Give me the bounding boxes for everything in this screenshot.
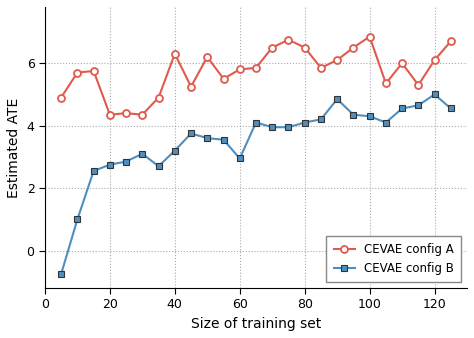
CEVAE config B bbox=[253, 120, 259, 124]
Y-axis label: Estimated ATE: Estimated ATE bbox=[7, 97, 21, 198]
Line: CEVAE config B: CEVAE config B bbox=[58, 91, 454, 277]
CEVAE config A bbox=[204, 55, 210, 59]
CEVAE config B bbox=[172, 149, 178, 153]
CEVAE config A bbox=[416, 83, 421, 87]
CEVAE config B bbox=[448, 106, 454, 111]
CEVAE config A bbox=[448, 39, 454, 43]
CEVAE config B bbox=[399, 106, 405, 111]
CEVAE config B bbox=[139, 152, 145, 156]
CEVAE config B bbox=[123, 160, 129, 164]
CEVAE config B bbox=[351, 113, 356, 117]
CEVAE config B bbox=[286, 125, 292, 129]
CEVAE config A bbox=[334, 58, 340, 62]
CEVAE config A bbox=[399, 61, 405, 65]
CEVAE config A bbox=[253, 66, 259, 70]
Line: CEVAE config A: CEVAE config A bbox=[58, 33, 454, 118]
CEVAE config A bbox=[221, 77, 227, 81]
CEVAE config B bbox=[156, 164, 162, 168]
CEVAE config A bbox=[107, 113, 113, 117]
CEVAE config B bbox=[432, 92, 438, 96]
CEVAE config B bbox=[58, 272, 64, 276]
CEVAE config A bbox=[91, 69, 97, 73]
CEVAE config B bbox=[188, 131, 194, 136]
CEVAE config B bbox=[107, 163, 113, 167]
CEVAE config B bbox=[237, 156, 243, 161]
CEVAE config A bbox=[432, 58, 438, 62]
CEVAE config A bbox=[74, 71, 80, 75]
CEVAE config B bbox=[383, 120, 389, 124]
CEVAE config B bbox=[334, 97, 340, 101]
Legend: CEVAE config A, CEVAE config B: CEVAE config A, CEVAE config B bbox=[327, 236, 461, 282]
CEVAE config B bbox=[221, 138, 227, 142]
CEVAE config A bbox=[172, 52, 178, 56]
CEVAE config A bbox=[237, 67, 243, 71]
CEVAE config A bbox=[123, 111, 129, 115]
CEVAE config B bbox=[416, 103, 421, 107]
CEVAE config B bbox=[204, 136, 210, 140]
CEVAE config B bbox=[91, 169, 97, 173]
CEVAE config B bbox=[269, 125, 275, 129]
CEVAE config A bbox=[188, 84, 194, 89]
CEVAE config A bbox=[367, 34, 373, 39]
CEVAE config B bbox=[367, 114, 373, 118]
X-axis label: Size of training set: Size of training set bbox=[191, 317, 321, 331]
CEVAE config A bbox=[302, 46, 308, 50]
CEVAE config A bbox=[351, 46, 356, 50]
CEVAE config B bbox=[74, 217, 80, 221]
CEVAE config A bbox=[318, 66, 324, 70]
CEVAE config A bbox=[58, 96, 64, 100]
CEVAE config B bbox=[302, 120, 308, 124]
CEVAE config A bbox=[383, 81, 389, 86]
CEVAE config B bbox=[318, 117, 324, 121]
CEVAE config A bbox=[139, 113, 145, 117]
CEVAE config A bbox=[156, 96, 162, 100]
CEVAE config A bbox=[286, 38, 292, 42]
CEVAE config A bbox=[269, 46, 275, 50]
